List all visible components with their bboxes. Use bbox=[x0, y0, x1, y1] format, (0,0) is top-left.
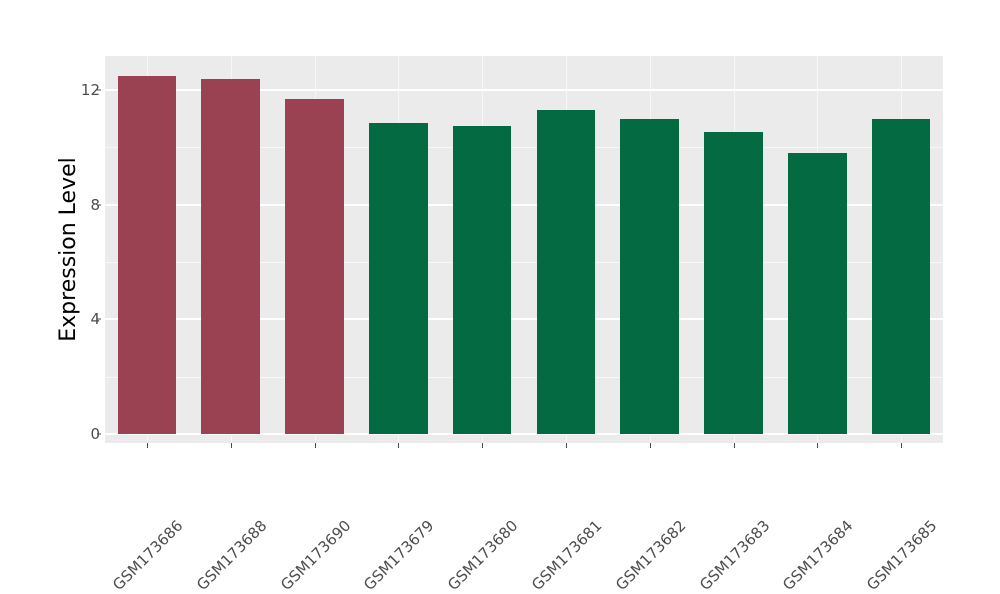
x-tick-label: GSM173681 bbox=[528, 452, 670, 594]
bar[interactable] bbox=[620, 118, 680, 434]
x-tick-mark bbox=[231, 443, 232, 448]
gridline-major bbox=[105, 203, 943, 206]
bar[interactable] bbox=[368, 122, 428, 434]
y-tick-mark bbox=[97, 318, 101, 320]
x-tick-mark bbox=[315, 443, 316, 448]
x-tick-mark bbox=[147, 443, 148, 448]
y-tick-label: 8 bbox=[90, 195, 100, 214]
y-tick-label: 12 bbox=[80, 81, 100, 99]
bar[interactable] bbox=[285, 98, 344, 434]
x-tick-mark bbox=[650, 443, 651, 448]
x-tick-label: GSM173688 bbox=[193, 452, 335, 594]
bar[interactable] bbox=[117, 75, 177, 434]
x-tick-label-text: GSM173684 bbox=[779, 516, 857, 594]
y-axis: 0 4 8 12 bbox=[55, 0, 101, 580]
x-tick-label-text: GSM173681 bbox=[528, 516, 606, 594]
x-tick-label-text: GSM173682 bbox=[612, 516, 690, 594]
bar[interactable] bbox=[787, 153, 847, 434]
y-tick-mark bbox=[97, 89, 101, 91]
x-tick-mark bbox=[901, 443, 902, 448]
y-tick-mark bbox=[97, 204, 101, 206]
x-tick-label-text: GSM173686 bbox=[109, 516, 187, 594]
y-tick-label: 0 bbox=[90, 425, 100, 443]
bar[interactable] bbox=[704, 131, 763, 434]
bar-chart: Expression Level 0 4 8 12 GSM173686 GSM17368… bbox=[55, 0, 1000, 594]
x-tick-label: GSM173679 bbox=[360, 452, 502, 594]
x-tick-mark bbox=[482, 443, 483, 448]
gridline-minor bbox=[105, 376, 943, 378]
gridline-major bbox=[105, 318, 943, 321]
y-tick-label: 4 bbox=[90, 310, 100, 329]
y-tick-mark bbox=[97, 433, 101, 435]
bar[interactable] bbox=[452, 125, 512, 434]
x-tick-mark bbox=[734, 443, 735, 448]
x-tick-label: GSM173684 bbox=[779, 452, 921, 594]
gridline-major bbox=[105, 433, 943, 435]
gridline-major bbox=[105, 89, 943, 91]
x-tick-label: GSM173683 bbox=[696, 452, 838, 594]
plot-panel bbox=[105, 56, 943, 443]
x-tick-label-text: GSM173680 bbox=[444, 516, 522, 594]
x-tick-label: GSM173690 bbox=[277, 452, 419, 594]
x-tick-label-text: GSM173688 bbox=[193, 516, 271, 594]
x-tick-mark bbox=[817, 443, 818, 448]
gridline-minor bbox=[105, 147, 943, 149]
x-tick-label: GSM173680 bbox=[444, 452, 586, 594]
x-tick-label: GSM173682 bbox=[612, 452, 754, 594]
x-tick-label-text: GSM173690 bbox=[277, 516, 355, 594]
bar[interactable] bbox=[201, 78, 261, 434]
x-tick-label-text: GSM173679 bbox=[360, 516, 438, 594]
x-tick-mark bbox=[398, 443, 399, 448]
x-tick-mark bbox=[566, 443, 567, 448]
gridline-minor bbox=[105, 262, 943, 263]
x-tick-label-text: GSM173685 bbox=[863, 516, 941, 594]
x-tick-label-text: GSM173683 bbox=[696, 516, 774, 594]
bar[interactable] bbox=[871, 118, 931, 434]
bar[interactable] bbox=[536, 110, 596, 434]
x-tick-label: GSM173686 bbox=[109, 452, 251, 594]
x-tick-label: GSM173685 bbox=[863, 452, 1000, 594]
